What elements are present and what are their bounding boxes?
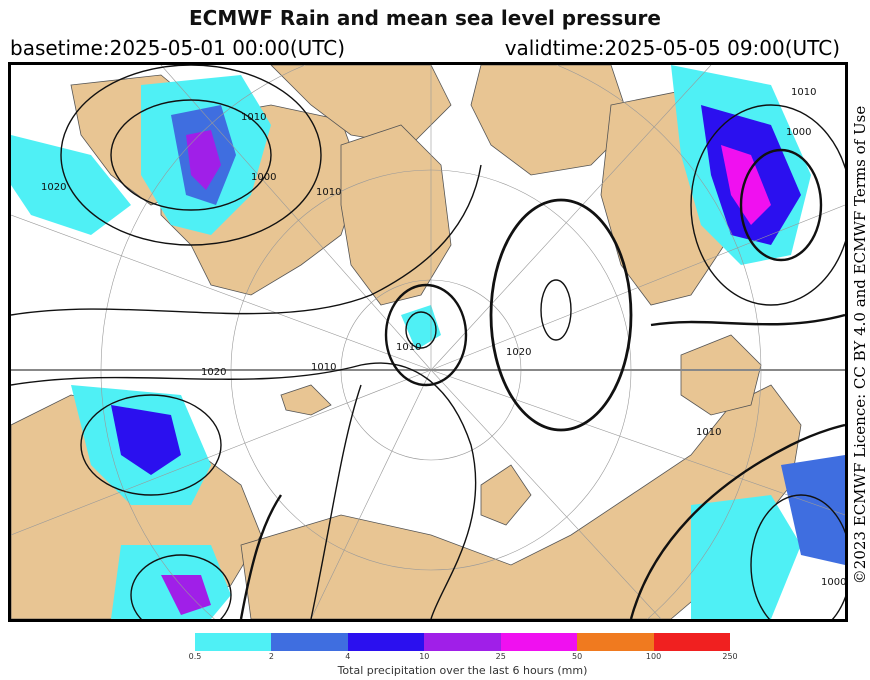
meridian-6 (430, 369, 845, 516)
legend-tick: 10 (419, 652, 430, 661)
basetime-label: basetime:2025-05-01 00:00(UTC) (10, 36, 346, 60)
isobar-wave-1 (11, 164, 482, 316)
isobar-low-nw-inner (110, 99, 272, 211)
isobar-label: 1020 (41, 182, 66, 193)
isobar-low-europe (80, 394, 222, 496)
isobar-high-center (489, 198, 633, 432)
isobar-label: 1010 (791, 87, 816, 98)
isobar-low-south (130, 554, 232, 619)
legend-tick: 4 (345, 652, 351, 661)
legend-swatch (424, 633, 501, 651)
precip-area-south-core (161, 575, 211, 615)
legend-ticks: 0.5 2 4 10 25 50 100 250 (189, 652, 738, 664)
validtime-label: validtime:2025-05-05 09:00(UTC) (504, 36, 840, 60)
isobar-label: 1010 (311, 362, 336, 373)
isobar-label-group: 1010 1000 1010 1020 1010 1010 1020 1000 … (41, 87, 845, 588)
precip-area-se (691, 495, 801, 619)
precip-area-far-east (781, 455, 845, 565)
meridian-7 (430, 369, 662, 619)
landmass-novaya-zemlya (480, 464, 532, 526)
precip-area-nw-strip (11, 135, 131, 235)
meridian-5 (430, 204, 845, 371)
isobar-label: 1000 (251, 172, 276, 183)
isobar-low-pole (384, 283, 468, 387)
isobar-low-nw (60, 65, 322, 246)
legend-swatch (577, 633, 654, 651)
isobar-label: 1010 (241, 112, 266, 123)
legend-swatch (195, 633, 272, 651)
isobar-wave-5 (650, 313, 845, 327)
isobar-wave-4 (629, 423, 845, 619)
map-canvas: 1010 1000 1010 1020 1010 1010 1020 1000 … (11, 65, 845, 619)
legend-tick: 100 (645, 652, 662, 661)
legend-swatch (500, 633, 578, 651)
precip-area-nw-peak (186, 130, 221, 190)
licence-text: ©2023 ECMWF Licence: CC BY 4.0 and ECMWF… (851, 105, 869, 585)
legend-swatch (653, 633, 730, 651)
isobar-wave-2 (11, 362, 477, 619)
licence-text-container: ©2023 ECMWF Licence: CC BY 4.0 and ECMWF… (850, 80, 870, 610)
legend-tick: 0.5 (188, 652, 202, 661)
isobar-wave-3 (310, 384, 362, 619)
landmass-chukotka (680, 334, 762, 416)
isobar-label: 1010 (696, 427, 721, 438)
isobar-label: 1020 (506, 347, 531, 358)
isobar-low-ne-inner (739, 148, 823, 262)
legend-tick: 2 (268, 652, 274, 661)
map-title: ECMWF Rain and mean sea level pressure (189, 6, 661, 30)
legend-tick: 250 (722, 652, 738, 661)
isobar-low-se (750, 494, 845, 619)
isobar-label: 1010 (396, 342, 421, 353)
weather-map: 1010 1000 1010 1020 1010 1010 1020 1000 … (8, 62, 848, 622)
meridian-1 (11, 214, 432, 371)
isobar-label: 1010 (316, 187, 341, 198)
legend-tick: 25 (495, 652, 506, 661)
isobar-low-ne (690, 104, 845, 306)
landmass-greenland-west (340, 124, 452, 306)
precip-legend (195, 633, 730, 651)
precip-area-ne-peak (721, 145, 771, 225)
land-layer (11, 65, 802, 619)
legend-caption: Total precipitation over the last 6 hour… (337, 664, 588, 677)
isobar-wave-6 (239, 494, 282, 619)
isobar-label: 1000 (786, 127, 811, 138)
isobar-high-inner (540, 279, 572, 341)
isobars (11, 65, 845, 619)
precip-area-europe-core (111, 405, 181, 475)
legend-swatch (271, 633, 348, 651)
meridian-8 (310, 369, 432, 619)
legend-tick: 50 (572, 652, 583, 661)
landmass-svalbard (280, 384, 332, 416)
meridian-2 (160, 65, 432, 371)
landmass-greenland-north (470, 65, 632, 176)
precip-layer (11, 65, 845, 619)
isobar-low-pole-inner (405, 311, 437, 349)
legend-swatch (347, 633, 425, 651)
meridian-4 (430, 65, 712, 371)
isobar-label: 1000 (821, 577, 845, 588)
isobar-label: 1020 (201, 367, 226, 378)
